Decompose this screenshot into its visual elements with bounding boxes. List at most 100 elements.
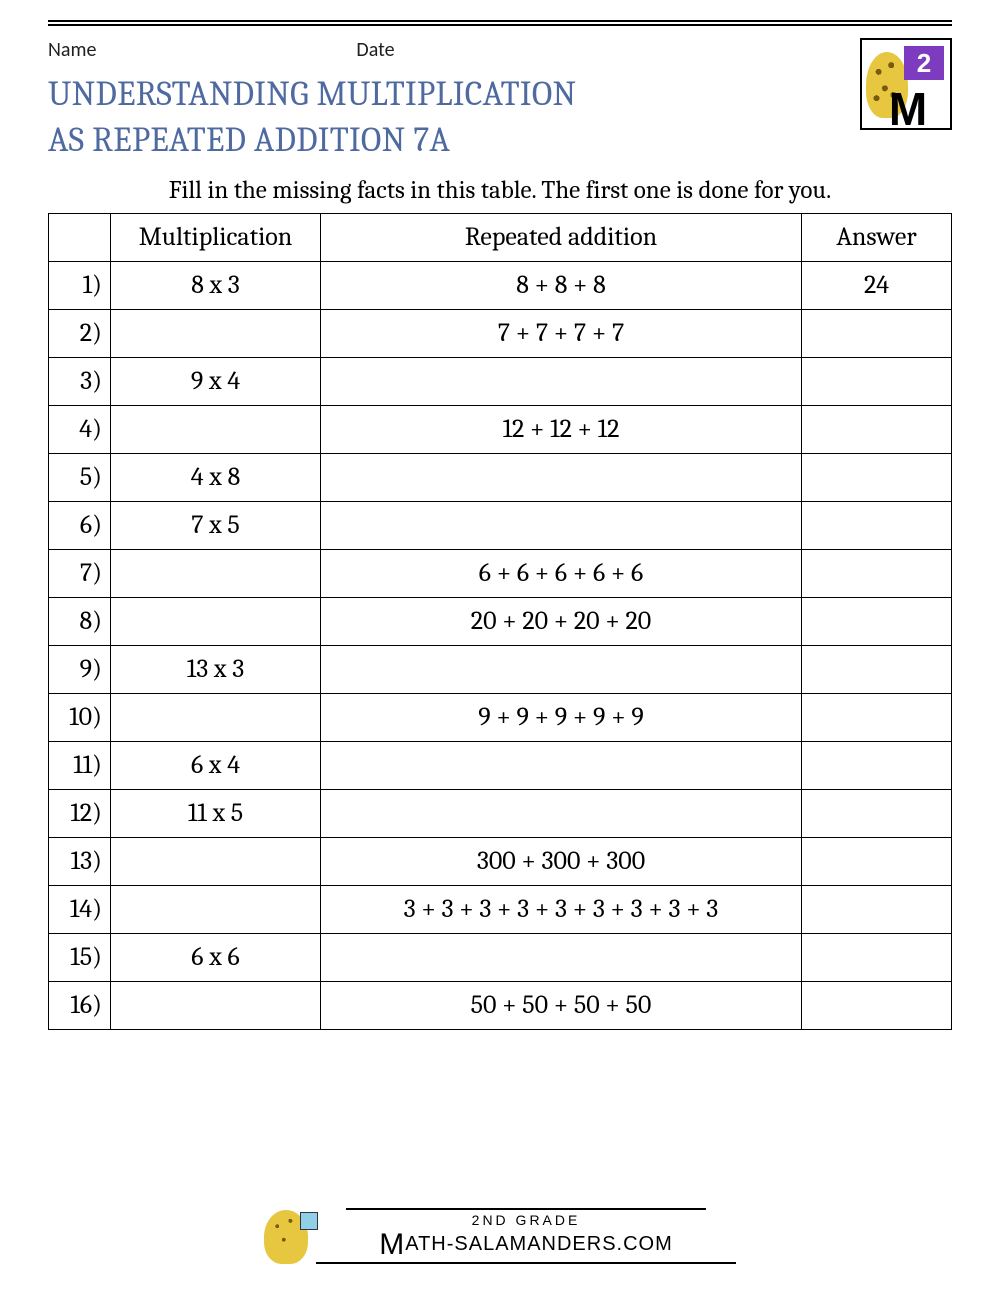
col-header-multiplication: Multiplication bbox=[111, 213, 321, 261]
cell-multiplication bbox=[111, 309, 321, 357]
cell-answer bbox=[802, 597, 952, 645]
row-number: 14) bbox=[49, 885, 111, 933]
cell-repeated: 3 + 3 + 3 + 3 + 3 + 3 + 3 + 3 + 3 bbox=[321, 885, 802, 933]
top-rule bbox=[48, 20, 952, 26]
name-label: Name bbox=[48, 38, 96, 62]
footer-site-m: M bbox=[379, 1228, 405, 1261]
cell-answer bbox=[802, 885, 952, 933]
cell-repeated: 300 + 300 + 300 bbox=[321, 837, 802, 885]
col-header-answer: Answer bbox=[802, 213, 952, 261]
cell-multiplication: 13 x 3 bbox=[111, 645, 321, 693]
cell-answer bbox=[802, 933, 952, 981]
cell-multiplication bbox=[111, 837, 321, 885]
logo-flag: 2 bbox=[904, 46, 944, 80]
cell-multiplication: 6 x 4 bbox=[111, 741, 321, 789]
table-row: 16) 50 + 50 + 50 + 50 bbox=[49, 981, 952, 1029]
table-row: 12)11 x 5 bbox=[49, 789, 952, 837]
cell-repeated bbox=[321, 741, 802, 789]
table-row: 13) 300 + 300 + 300 bbox=[49, 837, 952, 885]
header: Name Date UNDERSTANDING MULTIPLICATION A… bbox=[48, 38, 952, 174]
table-row: 9)13 x 3 bbox=[49, 645, 952, 693]
cell-repeated: 6 + 6 + 6 + 6 + 6 bbox=[321, 549, 802, 597]
table-row: 3)9 x 4 bbox=[49, 357, 952, 405]
footer-inner: 2ND GRADE MATH-SALAMANDERS.COM bbox=[264, 1208, 736, 1264]
cell-multiplication bbox=[111, 405, 321, 453]
table-row: 4) 12 + 12 + 12 bbox=[49, 405, 952, 453]
table-body: 1)8 x 38 + 8 + 8242)7 + 7 + 7 + 73)9 x 4… bbox=[49, 261, 952, 1029]
salamander-small-icon bbox=[264, 1210, 308, 1264]
table-row: 1)8 x 38 + 8 + 824 bbox=[49, 261, 952, 309]
table-row: 15)6 x 6 bbox=[49, 933, 952, 981]
footer-site: MATH-SALAMANDERS.COM bbox=[316, 1228, 736, 1264]
row-number: 8) bbox=[49, 597, 111, 645]
table-header-row: Multiplication Repeated addition Answer bbox=[49, 213, 952, 261]
row-number: 11) bbox=[49, 741, 111, 789]
cell-repeated bbox=[321, 453, 802, 501]
cell-repeated: 8 + 8 + 8 bbox=[321, 261, 802, 309]
cell-multiplication: 8 x 3 bbox=[111, 261, 321, 309]
row-number: 12) bbox=[49, 789, 111, 837]
cell-multiplication: 11 x 5 bbox=[111, 789, 321, 837]
row-number: 13) bbox=[49, 837, 111, 885]
cell-multiplication: 4 x 8 bbox=[111, 453, 321, 501]
cell-repeated bbox=[321, 357, 802, 405]
cell-answer bbox=[802, 645, 952, 693]
cell-multiplication bbox=[111, 981, 321, 1029]
cell-multiplication: 6 x 6 bbox=[111, 933, 321, 981]
cell-repeated: 7 + 7 + 7 + 7 bbox=[321, 309, 802, 357]
cell-answer bbox=[802, 981, 952, 1029]
row-number: 16) bbox=[49, 981, 111, 1029]
cell-answer bbox=[802, 549, 952, 597]
cell-repeated bbox=[321, 501, 802, 549]
cell-answer bbox=[802, 453, 952, 501]
cell-repeated bbox=[321, 789, 802, 837]
cell-repeated: 20 + 20 + 20 + 20 bbox=[321, 597, 802, 645]
row-number: 1) bbox=[49, 261, 111, 309]
cell-multiplication: 9 x 4 bbox=[111, 357, 321, 405]
row-number: 5) bbox=[49, 453, 111, 501]
cell-repeated: 9 + 9 + 9 + 9 + 9 bbox=[321, 693, 802, 741]
row-number: 6) bbox=[49, 501, 111, 549]
logo-icon: 2 M bbox=[860, 38, 952, 130]
table-row: 7)6 + 6 + 6 + 6 + 6 bbox=[49, 549, 952, 597]
name-date-row: Name Date bbox=[48, 38, 836, 62]
page-title: UNDERSTANDING MULTIPLICATION AS REPEATED… bbox=[48, 72, 836, 164]
cell-answer bbox=[802, 693, 952, 741]
cell-repeated: 50 + 50 + 50 + 50 bbox=[321, 981, 802, 1029]
cell-repeated bbox=[321, 645, 802, 693]
title-line-2: AS REPEATED ADDITION 7A bbox=[48, 118, 836, 164]
table-row: 14) 3 + 3 + 3 + 3 + 3 + 3 + 3 + 3 + 3 bbox=[49, 885, 952, 933]
cell-multiplication bbox=[111, 597, 321, 645]
footer-text: 2ND GRADE MATH-SALAMANDERS.COM bbox=[316, 1208, 736, 1264]
worksheet-page: Name Date UNDERSTANDING MULTIPLICATION A… bbox=[0, 0, 1000, 1294]
cell-multiplication bbox=[111, 885, 321, 933]
logo-letter: M bbox=[862, 91, 950, 128]
cell-answer bbox=[802, 309, 952, 357]
cell-multiplication bbox=[111, 693, 321, 741]
footer: 2ND GRADE MATH-SALAMANDERS.COM bbox=[0, 1208, 1000, 1268]
cell-multiplication bbox=[111, 549, 321, 597]
table-row: 11)6 x 4 bbox=[49, 741, 952, 789]
table-row: 6)7 x 5 bbox=[49, 501, 952, 549]
row-number: 15) bbox=[49, 933, 111, 981]
date-label: Date bbox=[356, 38, 394, 62]
cell-answer bbox=[802, 837, 952, 885]
footer-grade: 2ND GRADE bbox=[346, 1208, 706, 1228]
worksheet-table: Multiplication Repeated addition Answer … bbox=[48, 213, 952, 1030]
table-row: 10) 9 + 9 + 9 + 9 + 9 bbox=[49, 693, 952, 741]
cell-answer bbox=[802, 357, 952, 405]
cell-answer bbox=[802, 789, 952, 837]
col-header-blank bbox=[49, 213, 111, 261]
cell-answer bbox=[802, 501, 952, 549]
row-number: 9) bbox=[49, 645, 111, 693]
cell-multiplication: 7 x 5 bbox=[111, 501, 321, 549]
cell-repeated: 12 + 12 + 12 bbox=[321, 405, 802, 453]
cell-answer bbox=[802, 405, 952, 453]
row-number: 2) bbox=[49, 309, 111, 357]
header-left: Name Date UNDERSTANDING MULTIPLICATION A… bbox=[48, 38, 836, 174]
row-number: 3) bbox=[49, 357, 111, 405]
row-number: 4) bbox=[49, 405, 111, 453]
cell-answer: 24 bbox=[802, 261, 952, 309]
row-number: 10) bbox=[49, 693, 111, 741]
cell-answer bbox=[802, 741, 952, 789]
